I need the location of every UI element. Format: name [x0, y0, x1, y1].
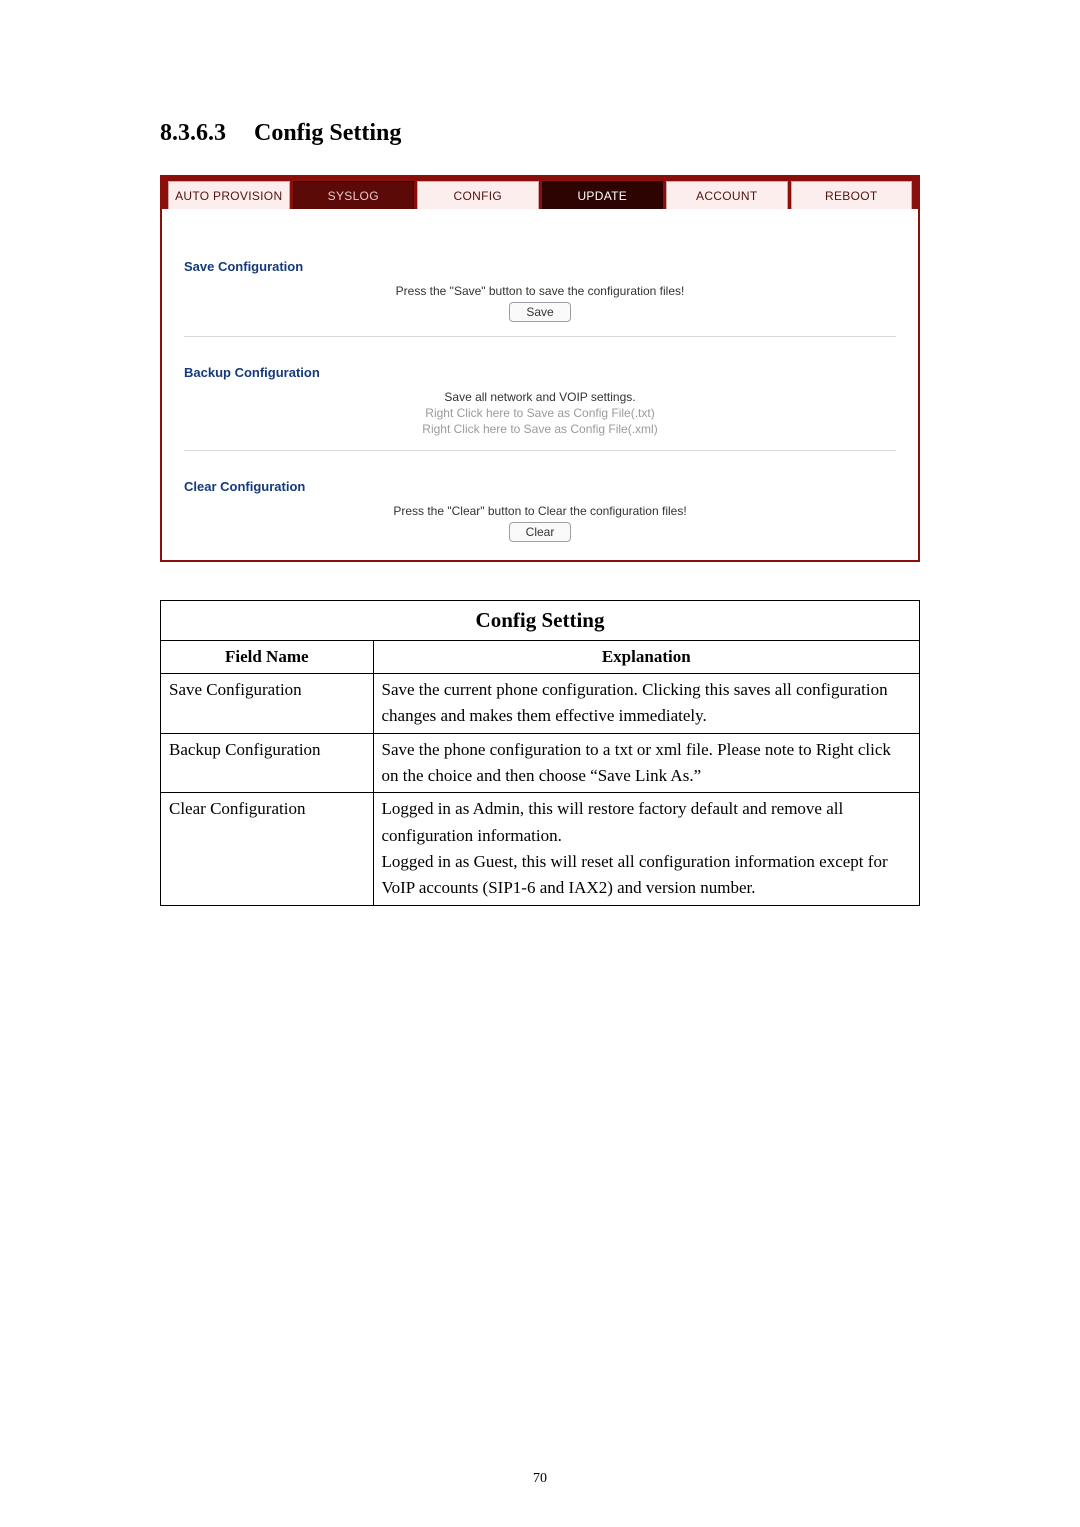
table-title: Config Setting	[161, 601, 920, 641]
page-number: 70	[0, 1471, 1080, 1487]
field-cell: Save Configuration	[161, 673, 374, 733]
table-row: Clear Configuration Logged in as Admin, …	[161, 793, 920, 905]
clear-config-text: Press the "Clear" button to Clear the co…	[184, 504, 896, 518]
tab-reboot[interactable]: REBOOT	[791, 181, 913, 209]
table-row: Save Configuration Save the current phon…	[161, 673, 920, 733]
save-button[interactable]: Save	[509, 302, 570, 322]
document-page: 8.3.6.3 Config Setting AUTO PROVISION SYS…	[0, 0, 1080, 1527]
backup-config-title: Backup Configuration	[184, 365, 896, 380]
tab-config[interactable]: CONFIG	[417, 181, 539, 209]
divider	[184, 336, 896, 337]
tab-update[interactable]: UPDATE	[542, 181, 664, 209]
backup-link-xml[interactable]: Right Click here to Save as Config File(…	[184, 422, 896, 436]
backup-line-1: Save all network and VOIP settings.	[184, 390, 896, 404]
table-header-field: Field Name	[161, 640, 374, 673]
config-setting-table: Config Setting Field Name Explanation Sa…	[160, 600, 920, 906]
section-heading: 8.3.6.3 Config Setting	[160, 120, 920, 147]
backup-config-block: Save all network and VOIP settings. Righ…	[184, 390, 896, 436]
tab-account[interactable]: ACCOUNT	[666, 181, 788, 209]
expl-cell: Save the current phone configuration. Cl…	[373, 673, 919, 733]
tab-bar: AUTO PROVISION SYSLOG CONFIG UPDATE ACCO…	[162, 177, 918, 209]
save-config-text: Press the "Save" button to save the conf…	[184, 284, 896, 298]
clear-config-title: Clear Configuration	[184, 479, 896, 494]
table-row: Backup Configuration Save the phone conf…	[161, 733, 920, 793]
save-config-block: Press the "Save" button to save the conf…	[184, 284, 896, 322]
tab-syslog[interactable]: SYSLOG	[293, 181, 415, 209]
section-number: 8.3.6.3	[160, 120, 226, 146]
divider	[184, 450, 896, 451]
config-screenshot-frame: AUTO PROVISION SYSLOG CONFIG UPDATE ACCO…	[160, 175, 920, 562]
save-config-title: Save Configuration	[184, 259, 896, 274]
expl-cell: Logged in as Admin, this will restore fa…	[373, 793, 919, 905]
clear-button[interactable]: Clear	[509, 522, 572, 542]
clear-config-block: Press the "Clear" button to Clear the co…	[184, 504, 896, 542]
table-header-expl: Explanation	[373, 640, 919, 673]
field-cell: Clear Configuration	[161, 793, 374, 905]
field-cell: Backup Configuration	[161, 733, 374, 793]
table-title-row: Config Setting	[161, 601, 920, 641]
backup-link-txt[interactable]: Right Click here to Save as Config File(…	[184, 406, 896, 420]
expl-cell: Save the phone configuration to a txt or…	[373, 733, 919, 793]
section-title: Config Setting	[254, 120, 401, 146]
tab-auto-provision[interactable]: AUTO PROVISION	[168, 181, 290, 209]
config-panel-body: Save Configuration Press the "Save" butt…	[162, 209, 918, 560]
table-header-row: Field Name Explanation	[161, 640, 920, 673]
